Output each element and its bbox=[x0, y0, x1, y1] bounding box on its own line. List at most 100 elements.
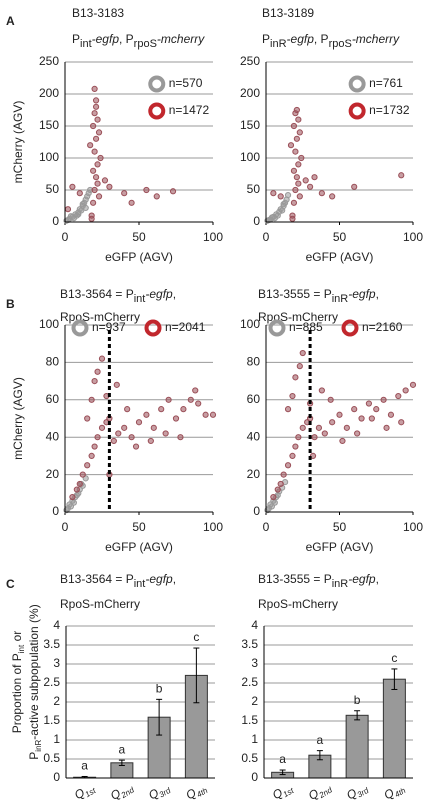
point bbox=[67, 213, 75, 220]
y-tick-label: 1 bbox=[251, 732, 258, 746]
point bbox=[75, 211, 82, 218]
legend-marker bbox=[348, 75, 366, 93]
x-tick-label: 100 bbox=[203, 520, 223, 534]
point bbox=[292, 374, 299, 381]
point bbox=[274, 486, 281, 493]
point bbox=[290, 167, 298, 174]
point bbox=[98, 424, 106, 431]
point bbox=[293, 174, 300, 181]
legend-marker bbox=[341, 319, 359, 337]
point bbox=[339, 437, 346, 445]
point bbox=[311, 174, 318, 181]
legend-marker bbox=[148, 75, 166, 93]
text-part: B13-3189 bbox=[262, 6, 314, 20]
point bbox=[284, 192, 292, 199]
point bbox=[106, 183, 113, 190]
text-part: 4th bbox=[195, 786, 210, 800]
point bbox=[318, 190, 325, 197]
text-part: inR bbox=[332, 293, 349, 305]
y-tick-label: 3 bbox=[53, 656, 60, 670]
point bbox=[101, 177, 109, 184]
text-part: -egfp bbox=[348, 287, 376, 301]
point bbox=[128, 434, 135, 441]
point bbox=[270, 190, 277, 197]
y-tick-label: 200 bbox=[240, 86, 260, 100]
text-part: Proportion of P bbox=[10, 653, 24, 733]
y-tick-label: 20 bbox=[247, 467, 261, 481]
legend-marker bbox=[71, 319, 89, 337]
x-axis-label: eGFP (AGV) bbox=[105, 540, 173, 554]
point bbox=[290, 122, 298, 130]
point bbox=[402, 387, 409, 394]
text-part: int bbox=[17, 644, 26, 653]
text-part: -mcherry bbox=[157, 32, 205, 46]
point bbox=[76, 190, 83, 197]
legend-label: n=885 bbox=[289, 320, 323, 334]
point bbox=[277, 193, 284, 200]
text-part: , P bbox=[314, 32, 329, 46]
point bbox=[113, 381, 120, 388]
point bbox=[398, 172, 405, 179]
point bbox=[67, 503, 75, 510]
text-part: B13-3555 = P bbox=[258, 572, 332, 586]
y-tick-label: 100 bbox=[39, 150, 59, 164]
point bbox=[94, 180, 101, 187]
point bbox=[292, 186, 299, 194]
point bbox=[295, 116, 302, 123]
significance-letter: b bbox=[156, 682, 163, 696]
text-part: -egfp bbox=[145, 287, 173, 301]
text-part: int bbox=[134, 578, 146, 590]
point bbox=[69, 183, 76, 190]
panel-label: B bbox=[6, 297, 15, 311]
significance-letter: c bbox=[193, 630, 199, 644]
point bbox=[373, 406, 380, 413]
y-tick-label: 2 bbox=[53, 694, 60, 708]
text-part: RpoS-mCherry bbox=[60, 597, 140, 611]
legend-marker bbox=[144, 319, 162, 337]
chart-title: B13-3189 bbox=[262, 6, 314, 20]
point bbox=[121, 424, 128, 431]
point bbox=[94, 116, 101, 123]
text-part: inR bbox=[332, 578, 349, 590]
point bbox=[318, 387, 325, 394]
point bbox=[92, 135, 100, 142]
y-tick-label: 3 bbox=[251, 656, 258, 670]
point bbox=[329, 419, 336, 426]
text-part: 4th bbox=[393, 786, 408, 800]
point bbox=[307, 183, 314, 190]
legend-label: n=570 bbox=[169, 76, 203, 90]
y-tick-label: 100 bbox=[240, 317, 260, 331]
text-part: , P bbox=[119, 32, 134, 46]
legend-marker bbox=[348, 102, 366, 120]
y-tick-label: 40 bbox=[247, 429, 261, 443]
bar bbox=[345, 714, 369, 779]
point bbox=[172, 415, 180, 422]
point bbox=[187, 396, 194, 403]
text-part: B13-3564 = P bbox=[60, 287, 134, 301]
y-tick-label: 0.5 bbox=[43, 751, 60, 765]
x-tick-label: Q3rd bbox=[146, 780, 173, 800]
point bbox=[351, 406, 358, 413]
point bbox=[280, 471, 287, 478]
y-tick-label: 4 bbox=[53, 618, 60, 632]
point bbox=[143, 186, 150, 194]
point bbox=[92, 174, 100, 181]
significance-letter: a bbox=[317, 733, 324, 747]
x-tick-label: 100 bbox=[203, 230, 223, 244]
point bbox=[110, 437, 117, 445]
point bbox=[192, 387, 199, 394]
point bbox=[287, 142, 295, 149]
x-axis-label: eGFP (AGV) bbox=[105, 250, 173, 264]
text-part: P bbox=[72, 32, 80, 46]
point bbox=[121, 190, 128, 197]
x-tick-label: 50 bbox=[333, 520, 347, 534]
panel-label: C bbox=[6, 577, 15, 591]
y-axis-label: Proportion of Pint or bbox=[10, 631, 26, 734]
x-tick-label: 50 bbox=[333, 230, 347, 244]
point bbox=[90, 122, 97, 130]
point bbox=[298, 154, 305, 162]
point bbox=[398, 419, 405, 426]
y-tick-label: 50 bbox=[247, 182, 261, 196]
point bbox=[132, 443, 140, 450]
